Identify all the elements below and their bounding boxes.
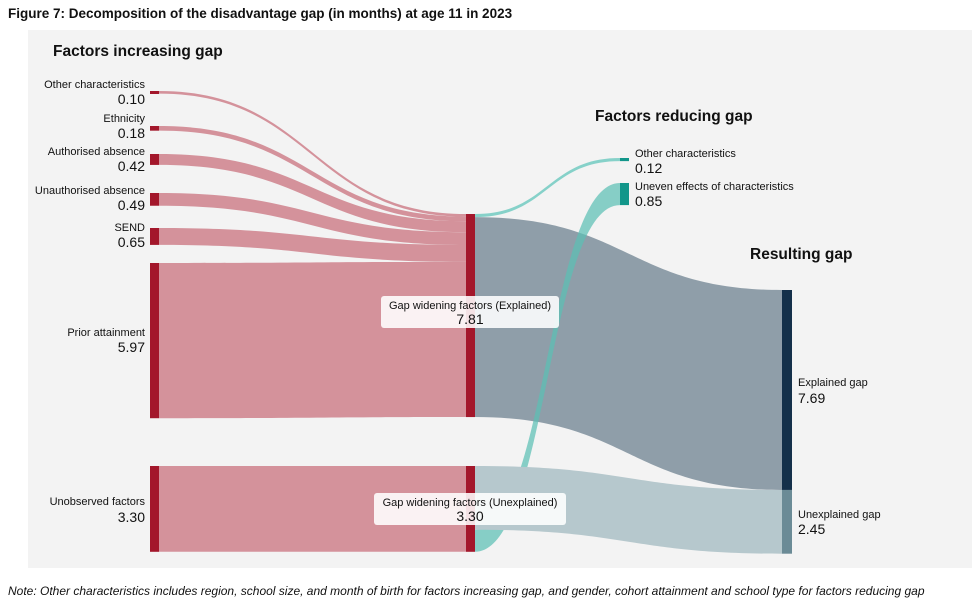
label-unauth_abs-value: 0.49 [118, 197, 145, 213]
node-unauth_abs[interactable] [150, 193, 159, 206]
label-gap-widening-explained-name: Gap widening factors (Explained) [389, 300, 551, 312]
label-other-reducing-name: Other characteristics [635, 148, 736, 160]
label-other-reducing-value: 0.12 [635, 160, 662, 176]
label-other_inc-name: Other characteristics [44, 79, 145, 91]
node-other-reducing[interactable] [620, 158, 629, 162]
figure-note: Note: Other characteristics includes reg… [8, 584, 925, 598]
label-prior-value: 5.97 [118, 339, 145, 355]
label-gap-widening-explained-value: 7.81 [456, 311, 483, 327]
label-gap-widening-explained-box [381, 296, 559, 328]
label-unobserved-name: Unobserved factors [50, 496, 146, 508]
node-unexplained-gap[interactable] [782, 490, 792, 554]
node-other_inc[interactable] [150, 91, 159, 94]
label-ethnicity-value: 0.18 [118, 125, 145, 141]
label-send-name: SEND [114, 222, 145, 234]
label-gap-widening-unexplained-value: 3.30 [456, 508, 483, 524]
link-explained-other-reducing [475, 158, 620, 218]
node-send[interactable] [150, 228, 159, 245]
node-prior[interactable] [150, 263, 159, 419]
label-explained-gap-name: Explained gap [798, 377, 868, 389]
link-auth_abs [159, 154, 466, 233]
label-explained-gap-value: 7.69 [798, 390, 825, 406]
link-unauth_abs [159, 193, 466, 245]
label-ethnicity-name: Ethnicity [103, 113, 145, 125]
label-other_inc-value: 0.10 [118, 91, 145, 107]
label-auth_abs-name: Authorised absence [48, 146, 145, 158]
link-other_inc [159, 91, 466, 217]
link-unobserved [159, 466, 466, 552]
node-ethnicity[interactable] [150, 126, 159, 131]
label-gap-widening-unexplained-box [374, 493, 566, 525]
link-send [159, 228, 466, 262]
header-resulting-gap: Resulting gap [750, 246, 852, 263]
header-factors-increasing: Factors increasing gap [53, 43, 223, 60]
label-uneven-effects-name: Uneven effects of characteristics [635, 181, 794, 193]
node-auth_abs[interactable] [150, 154, 159, 165]
label-uneven-effects-value: 0.85 [635, 193, 662, 209]
link-unexplained-gap [475, 466, 782, 554]
label-auth_abs-value: 0.42 [118, 158, 145, 174]
node-uneven-effects[interactable] [620, 183, 629, 206]
figure-title: Figure 7: Decomposition of the disadvant… [8, 6, 513, 21]
label-prior-name: Prior attainment [67, 327, 145, 339]
link-ethnicity [159, 126, 466, 222]
label-send-value: 0.65 [118, 234, 145, 250]
header-factors-reducing: Factors reducing gap [595, 108, 753, 125]
link-explained-gap [475, 217, 782, 490]
link-uneven-effects [475, 183, 620, 552]
link-prior [159, 261, 466, 419]
node-unobserved[interactable] [150, 466, 159, 552]
label-gap-widening-unexplained-name: Gap widening factors (Unexplained) [383, 497, 558, 509]
label-unobserved-value: 3.30 [118, 509, 145, 525]
label-unexplained-gap-name: Unexplained gap [798, 509, 881, 521]
node-explained-gap[interactable] [782, 290, 792, 490]
label-unexplained-gap-value: 2.45 [798, 521, 825, 537]
label-unauth_abs-name: Unauthorised absence [35, 185, 145, 197]
